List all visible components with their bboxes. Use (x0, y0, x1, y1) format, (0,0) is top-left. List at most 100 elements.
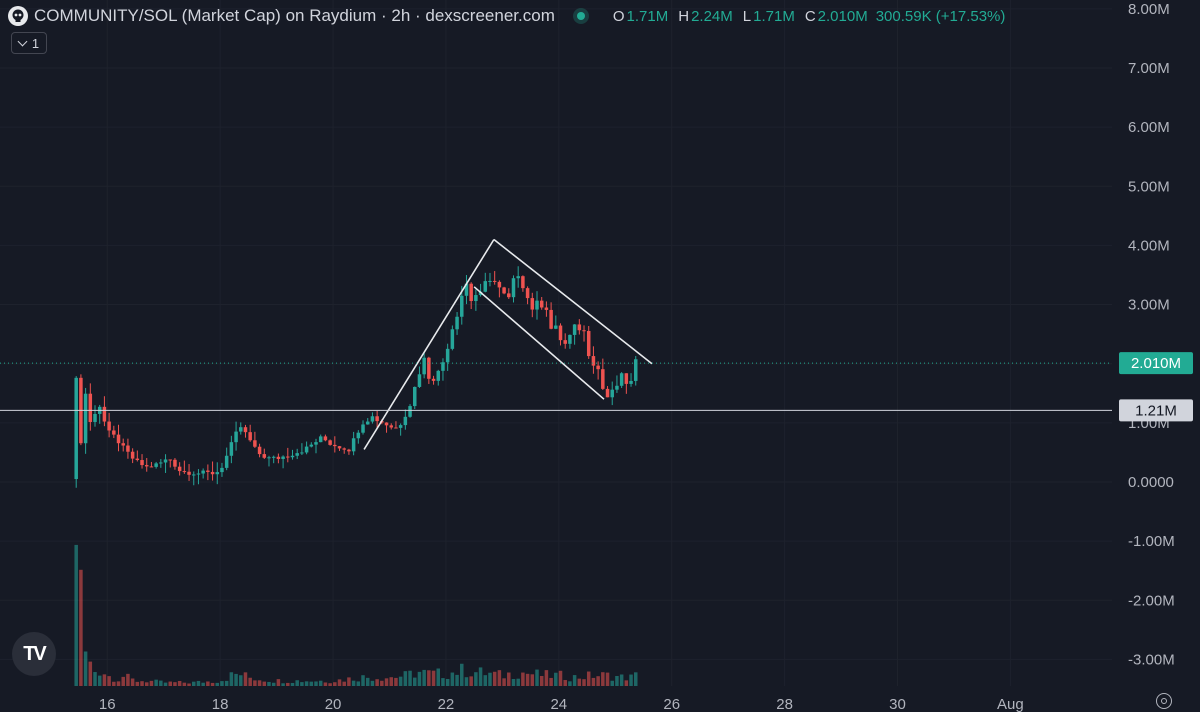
volume-bar (342, 681, 346, 686)
chart-grid (0, 0, 1112, 686)
candle-body (192, 474, 196, 476)
candle-body (408, 406, 412, 417)
volume-bar (596, 676, 600, 686)
candle-body (558, 325, 563, 341)
close-label: C (804, 7, 816, 25)
y-tick-label: 8.00M (1128, 1, 1170, 18)
candle-body (243, 427, 248, 433)
candle-body (107, 421, 111, 431)
candle-body (224, 455, 229, 468)
volume-bar (300, 682, 304, 686)
candle-body (525, 288, 530, 299)
candle-body (605, 388, 610, 398)
x-tick-label: 22 (438, 696, 455, 712)
candle-body (140, 460, 144, 466)
volume-bars (74, 544, 638, 686)
volume-bar (497, 670, 502, 686)
candle-body (229, 442, 234, 456)
candle-body (248, 432, 252, 441)
volume-bar (318, 680, 323, 686)
volume-bar (601, 672, 605, 686)
x-tick-label: 20 (325, 696, 342, 712)
candle-body (535, 300, 539, 310)
volume-bar (469, 676, 473, 686)
volume-bar (417, 671, 422, 686)
candle-body (210, 471, 215, 475)
candle-body (427, 357, 431, 379)
volume-bar (450, 672, 455, 686)
candle-body (455, 316, 459, 330)
candle-body (333, 444, 337, 447)
candle-body (257, 446, 262, 455)
candle-body (342, 448, 346, 450)
open-value: 1.71M (626, 7, 669, 25)
candle-body (577, 324, 582, 331)
horizontal-line-label-text: 1.21M (1135, 402, 1177, 419)
volume-bar (192, 681, 196, 686)
indicator-count: 1 (31, 35, 40, 51)
candle-body (88, 393, 93, 422)
volume-bar (492, 671, 497, 686)
candle-body (497, 281, 502, 288)
gear-icon[interactable] (1156, 693, 1172, 709)
volume-bar (126, 673, 130, 686)
y-axis: 8.00M7.00M6.00M5.00M4.00M3.00M2.00M1.00M… (1119, 1, 1193, 668)
volume-bar (351, 680, 356, 686)
volume-bar (257, 680, 262, 686)
candle-body (220, 467, 224, 473)
volume-bar (182, 682, 187, 686)
volume-bar (398, 676, 403, 686)
volume-bar (610, 680, 614, 686)
volume-bar (474, 672, 478, 686)
candle-body (365, 421, 370, 425)
candle-body (149, 466, 154, 468)
volume-bar (168, 681, 172, 686)
candle-body (445, 348, 450, 363)
y-tick-label: -1.00M (1128, 533, 1175, 550)
volume-bar (248, 677, 252, 686)
volume-bar (502, 678, 506, 686)
candle-body (450, 329, 455, 349)
volume-bar (431, 670, 436, 686)
volume-bar (516, 678, 520, 686)
volume-bar (93, 672, 97, 686)
y-tick-label: 0.0000 (1128, 474, 1174, 491)
candle-body (502, 287, 506, 294)
change-value: 300.59K (+17.53%) (875, 7, 1006, 25)
volume-bar (554, 672, 558, 686)
volume-bar (478, 667, 483, 686)
volume-bar (605, 672, 610, 686)
volume-bar (239, 675, 243, 686)
candle-body (412, 386, 417, 407)
x-tick-label: 24 (550, 696, 567, 712)
volume-bar (591, 677, 596, 686)
candle-body (347, 449, 351, 452)
volume-bar (356, 681, 361, 686)
candle-body (290, 455, 295, 458)
candle-body (582, 330, 586, 332)
candle-body (511, 278, 516, 298)
y-tick-label: -3.00M (1128, 651, 1175, 668)
volume-bar (210, 682, 215, 686)
candle-body (206, 470, 210, 472)
volume-bar (220, 681, 224, 686)
candle-body (239, 427, 243, 432)
volume-bar (281, 683, 285, 686)
volume-bar (582, 679, 586, 686)
candle-body (135, 458, 140, 461)
volume-bar (243, 672, 248, 686)
volume-bar (286, 682, 290, 686)
candle-body (460, 295, 464, 317)
candle-body (619, 373, 624, 386)
tradingview-logo[interactable]: TV (12, 632, 56, 676)
volume-bar (112, 681, 116, 686)
volume-bar (624, 680, 629, 686)
volume-bar (159, 680, 163, 686)
candle-body (163, 459, 168, 463)
volume-bar (229, 672, 234, 686)
candle-body (610, 389, 614, 398)
collapse-indicators-button[interactable]: 1 (11, 32, 47, 54)
trendline-channel-lower (473, 286, 605, 400)
candle-body (488, 280, 492, 282)
